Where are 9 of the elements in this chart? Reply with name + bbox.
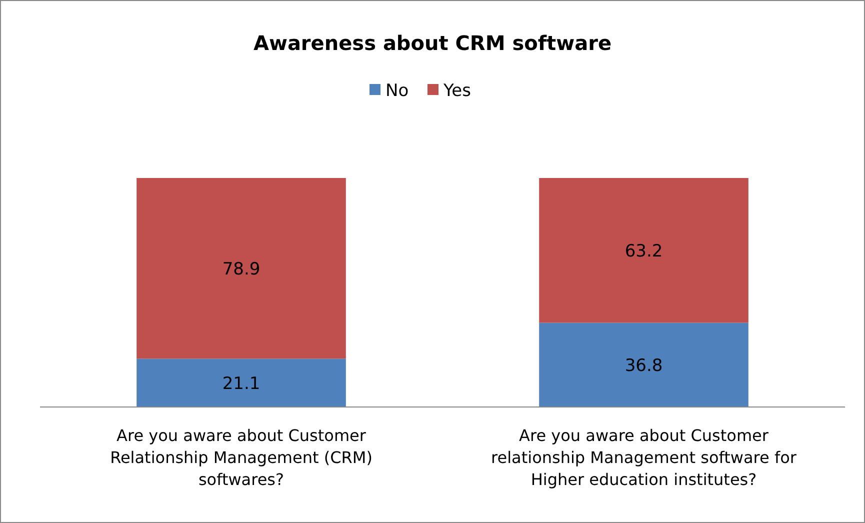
data-label: 78.9 [222, 259, 260, 280]
x-tick-label: Are you aware about Customer Relationship Management (CRM) softwares? [110, 426, 372, 489]
x-tick-label: Are you aware about Customer relationship Management software for Higher education institutes? [491, 426, 797, 489]
data-label: 36.8 [624, 356, 663, 376]
chart-title: Awareness about CRM software [253, 31, 612, 55]
legend-label: Yes [442, 80, 472, 101]
legend-label: No [386, 80, 409, 101]
data-label: 63.2 [624, 241, 663, 262]
data-label: 21.1 [222, 374, 260, 394]
